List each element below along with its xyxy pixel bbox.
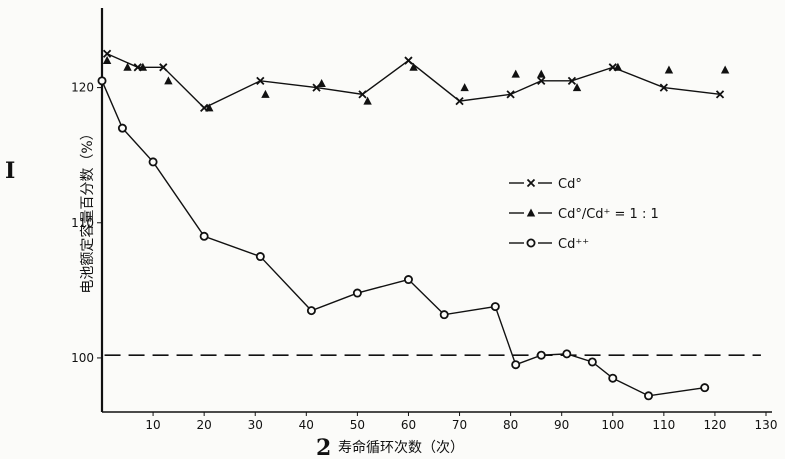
data-point-triangle: [613, 62, 623, 71]
y-tick-label: 100: [71, 351, 94, 365]
data-point-circle: [608, 373, 618, 383]
data-point-triangle: [138, 62, 148, 71]
data-point-triangle: [363, 96, 372, 105]
data-point-triangle: [664, 65, 674, 74]
data-point-circle: [700, 383, 710, 393]
data-point-triangle: [537, 69, 546, 78]
data-point-circle: [490, 302, 500, 312]
x-axis-title-prefix: 2: [316, 435, 331, 459]
x-tick-label: 60: [401, 418, 416, 432]
legend-marker-x: [526, 178, 536, 188]
data-point-circle: [562, 349, 572, 359]
legend-label: Cd°: [558, 177, 582, 192]
legend-label: Cd°/Cd⁺ = 1 : 1: [558, 207, 659, 222]
data-point-x: [537, 76, 546, 85]
data-point-x: [659, 83, 668, 92]
series-x: [102, 49, 725, 112]
series-line-x: [106, 53, 721, 109]
data-point-triangle: [164, 76, 173, 85]
data-point-circle: [439, 310, 449, 320]
data-point-circle: [255, 252, 265, 262]
x-tick-label: 90: [554, 418, 569, 432]
y-axis-title: 电池额定容量百分数（%）: [79, 126, 96, 293]
series-triangle: [102, 56, 730, 112]
data-point-x: [102, 49, 112, 58]
data-point-triangle: [720, 65, 730, 74]
series-circle: [97, 76, 710, 401]
data-point-circle: [97, 76, 107, 86]
x-axis-title: 寿命循环次数（次）: [338, 439, 464, 456]
data-point-triangle: [572, 83, 582, 92]
legend-label: Cd⁺⁺: [558, 237, 589, 252]
data-point-x: [715, 90, 725, 99]
data-point-x: [159, 63, 168, 72]
data-point-triangle: [317, 79, 326, 88]
x-tick-label: 80: [503, 418, 518, 432]
axes: [100, 8, 772, 413]
data-point-x: [404, 56, 413, 65]
data-point-triangle: [205, 103, 214, 112]
ticks: 10 20 30 40 50 60 70 80 90 100 110 120 130 100 110 120: [71, 81, 777, 432]
data-point-triangle: [460, 83, 469, 92]
x-tick-label: 120: [703, 418, 726, 432]
data-point-circle: [148, 157, 158, 167]
x-tick-label: 100: [601, 418, 624, 432]
data-point-circle: [536, 350, 546, 360]
data-point-triangle: [511, 69, 520, 78]
data-point-x: [358, 90, 367, 99]
data-point-circle: [403, 275, 413, 285]
legend: Cd° Cd°/Cd⁺ = 1 : 1 Cd⁺⁺: [509, 177, 659, 252]
y-tick-label: 120: [71, 81, 94, 95]
data-point-circle: [306, 306, 316, 316]
data-point-circle: [117, 123, 127, 133]
data-point-circle: [511, 360, 521, 370]
x-tick-label: 40: [299, 418, 314, 432]
margin-mark: I: [5, 158, 15, 184]
y-tick-label: 110: [71, 216, 94, 230]
x-tick-label: 110: [652, 418, 675, 432]
series-layer: [97, 49, 730, 401]
data-point-circle: [352, 288, 362, 298]
data-point-x: [256, 76, 265, 85]
legend-marker-circle: [526, 238, 536, 248]
data-point-circle: [199, 231, 209, 241]
x-axis-title-group: 2 寿命循环次数（次）: [316, 435, 464, 459]
data-point-x: [506, 90, 515, 99]
data-point-circle: [644, 391, 654, 401]
data-point-triangle: [123, 62, 132, 71]
x-tick-label: 130: [755, 418, 778, 432]
x-tick-label: 70: [452, 418, 467, 432]
series-line-circle: [101, 80, 705, 397]
legend-marker-triangle: [526, 208, 536, 217]
x-tick-label: 30: [248, 418, 263, 432]
data-point-triangle: [409, 62, 418, 71]
x-tick-label: 20: [197, 418, 212, 432]
x-tick-label: 10: [145, 418, 160, 432]
data-point-x: [567, 76, 577, 85]
data-point-circle: [587, 357, 597, 367]
x-tick-label: 50: [350, 418, 365, 432]
data-point-triangle: [102, 56, 112, 65]
data-point-triangle: [261, 89, 270, 98]
data-point-x: [455, 96, 464, 106]
